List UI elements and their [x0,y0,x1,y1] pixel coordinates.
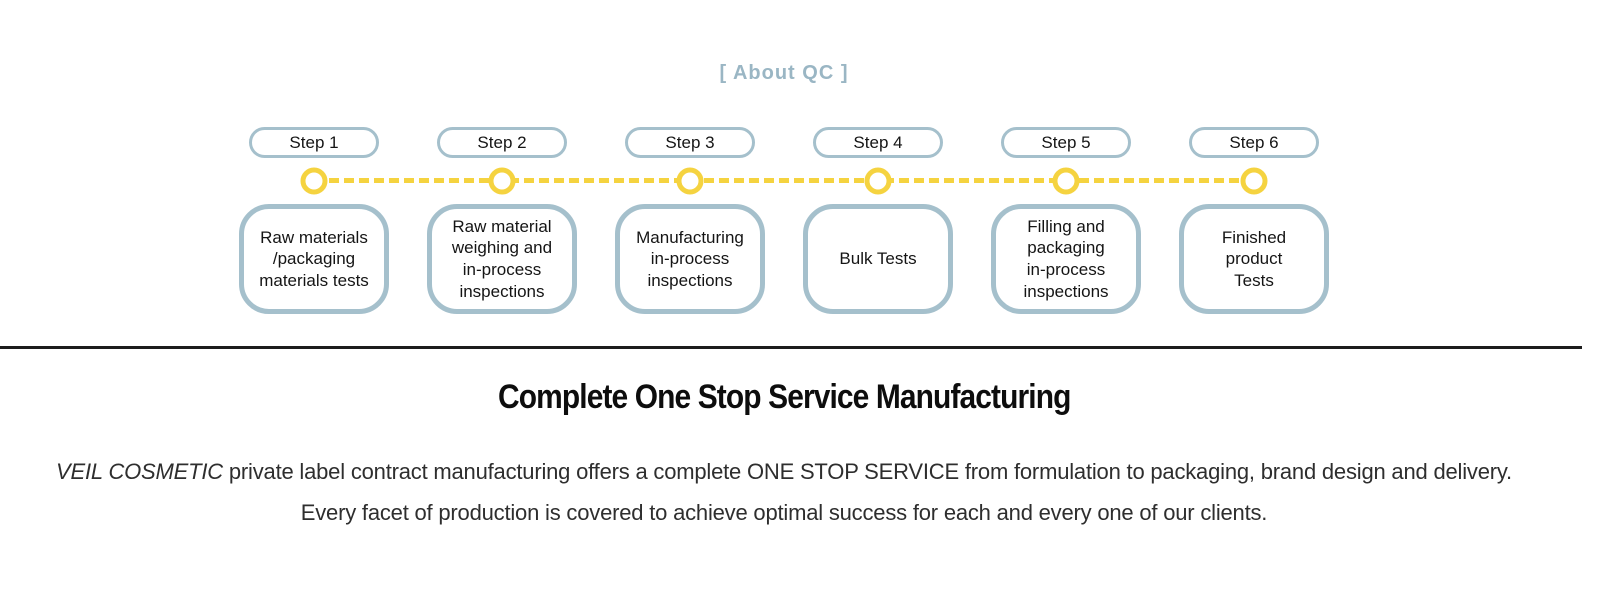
page-title-text: Complete One Stop Service Manufacturing [497,378,1071,416]
step-description-box: Manufacturing in-process inspections [615,204,765,314]
timeline-node-icon [1240,167,1268,195]
timeline-node-zone [427,158,577,204]
intro-paragraph: VEIL COSMETIC private label contract man… [0,451,1568,533]
intro-line-1: VEIL COSMETIC private label contract man… [0,451,1568,492]
step-pill: Step 4 [813,127,943,158]
intro-line-1-text: private label contract manufacturing off… [222,459,1512,484]
timeline-node-icon [676,167,704,195]
process-step-2: Step 2 Raw material weighing and in-proc… [427,127,577,314]
step-description-box: Finished product Tests [1179,204,1329,314]
timeline-node-zone [803,158,953,204]
timeline-node-icon [864,167,892,195]
timeline-node-zone [1179,158,1329,204]
step-description-box: Filling and packaging in-process inspect… [991,204,1141,314]
step-description-box: Bulk Tests [803,204,953,314]
steps-row: Step 1 Raw materials /packaging material… [239,127,1329,314]
step-description: Filling and packaging in-process inspect… [1023,216,1109,301]
step-pill: Step 6 [1189,127,1319,158]
step-label: Step 4 [853,132,903,152]
timeline-connector [314,178,1254,183]
step-description-box: Raw materials /packaging materials tests [239,204,389,314]
timeline-node-icon [1052,167,1080,195]
timeline-node-icon [300,167,328,195]
qc-process-diagram: Step 1 Raw materials /packaging material… [239,127,1329,314]
step-label: Step 2 [477,132,527,152]
step-description: Manufacturing in-process inspections [636,227,744,290]
process-step-1: Step 1 Raw materials /packaging material… [239,127,389,314]
process-step-4: Step 4 Bulk Tests [803,127,953,314]
process-step-5: Step 5 Filling and packaging in-process … [991,127,1141,314]
section-title: [ About QC ] [719,62,849,84]
step-pill: Step 5 [1001,127,1131,158]
step-pill: Step 2 [437,127,567,158]
step-label: Step 1 [289,132,339,152]
process-step-6: Step 6 Finished product Tests [1179,127,1329,314]
timeline-node-icon [488,167,516,195]
step-description-box: Raw material weighing and in-process ins… [427,204,577,314]
step-description: Raw materials /packaging materials tests [259,227,369,290]
process-step-3: Step 3 Manufacturing in-process inspecti… [615,127,765,314]
step-label: Step 5 [1041,132,1091,152]
page-title: Complete One Stop Service Manufacturing [0,377,1568,417]
timeline-node-zone [239,158,389,204]
timeline-node-zone [615,158,765,204]
step-label: Step 6 [1229,132,1279,152]
manufacturing-section: Complete One Stop Service Manufacturing … [0,377,1600,533]
step-description: Raw material weighing and in-process ins… [451,216,553,301]
section-divider [0,346,1582,349]
brand-name: VEIL COSMETIC [56,459,223,484]
timeline-node-zone [991,158,1141,204]
step-description: Bulk Tests [839,249,917,269]
step-description: Finished product Tests [1221,227,1287,290]
step-label: Step 3 [665,132,715,152]
qc-section: [ About QC ] Step 1 Raw materials /packa… [239,62,1329,314]
intro-line-2: Every facet of production is covered to … [300,500,1268,525]
step-pill: Step 1 [249,127,379,158]
step-pill: Step 3 [625,127,755,158]
